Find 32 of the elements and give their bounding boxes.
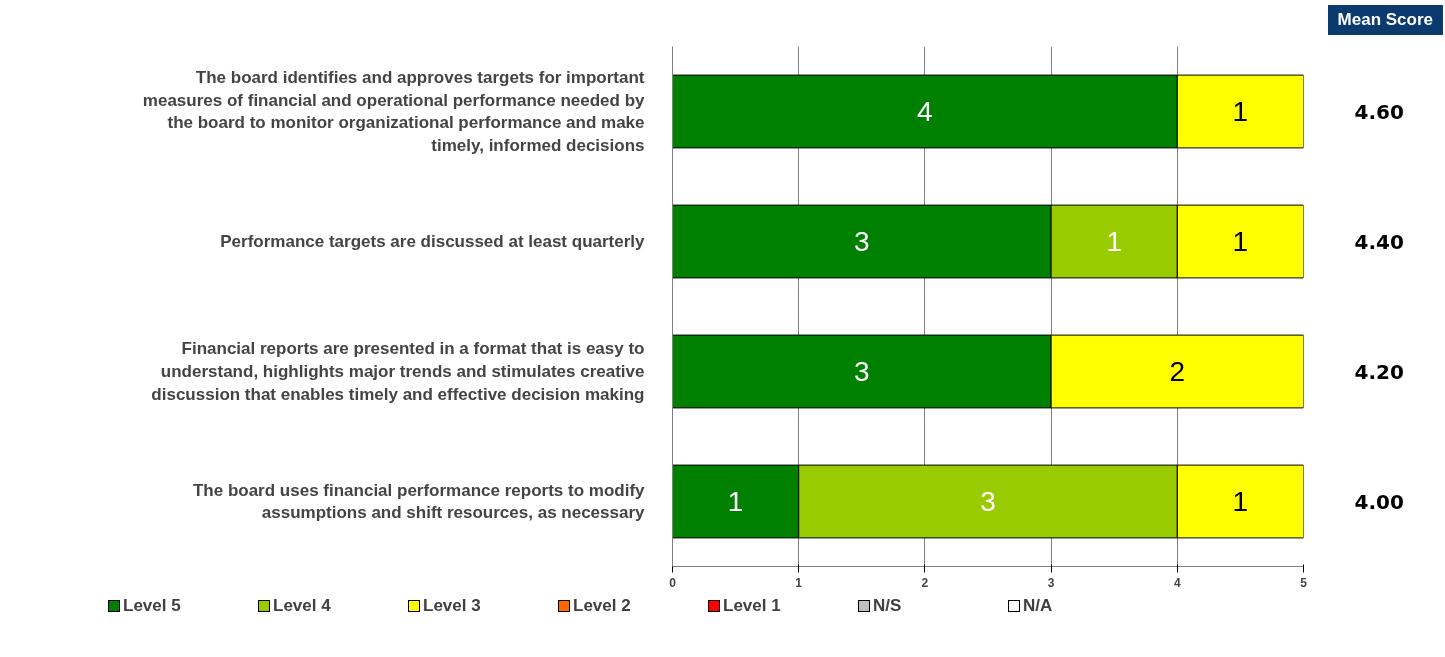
x-tick-label: 2 bbox=[921, 575, 929, 590]
legend-item: Level 5 bbox=[108, 594, 258, 619]
data-label: 1 bbox=[1232, 486, 1249, 517]
data-label: 4 bbox=[917, 96, 933, 127]
legend-item: Level 4 bbox=[258, 594, 408, 619]
y-tick-label: The board identifies and approves targets for important measures of financial and operational performance needed by the board to monitor organizational performance and make timely, informed decisions bbox=[142, 67, 646, 156]
text: 4.20 bbox=[1354, 359, 1404, 384]
data-label: 2 bbox=[1169, 356, 1186, 387]
text: 4.40 bbox=[1354, 229, 1404, 254]
text: Mean Score bbox=[1327, 5, 1443, 36]
data-label: 1 bbox=[1232, 96, 1249, 127]
x-tick-label: 5 bbox=[1300, 575, 1308, 590]
legend-item: Level 3 bbox=[408, 594, 558, 619]
y-tick-label: Financial reports are presented in a format that is easy to understand, highlights major trends and stimulates creative discussion that enables timely and effective decision making bbox=[151, 339, 645, 404]
legend-item: Level 2 bbox=[558, 594, 708, 619]
data-label: 1 bbox=[727, 486, 744, 517]
y-tick-label: The board uses financial performance reports to modify assumptions and shift resources, as necessary bbox=[192, 480, 646, 523]
legend-item: Level 1 bbox=[708, 594, 858, 619]
x-tick-label: 4 bbox=[1173, 575, 1181, 590]
data-label: 3 bbox=[980, 486, 996, 517]
x-tick-label: 3 bbox=[1047, 575, 1055, 590]
legend-item: N/S bbox=[858, 594, 1008, 619]
data-label: 3 bbox=[854, 226, 870, 257]
x-tick-label: 0 bbox=[669, 575, 677, 590]
data-label: 1 bbox=[1232, 226, 1249, 257]
text: 4.60 bbox=[1354, 99, 1404, 124]
text: 4.00 bbox=[1354, 489, 1404, 514]
legend-item: N/A bbox=[1008, 594, 1158, 619]
x-tick-label: 1 bbox=[795, 575, 803, 590]
data-label: 3 bbox=[854, 356, 870, 387]
data-label: 1 bbox=[1106, 226, 1122, 257]
y-tick-label: Performance targets are discussed at least quarterly bbox=[220, 232, 646, 251]
